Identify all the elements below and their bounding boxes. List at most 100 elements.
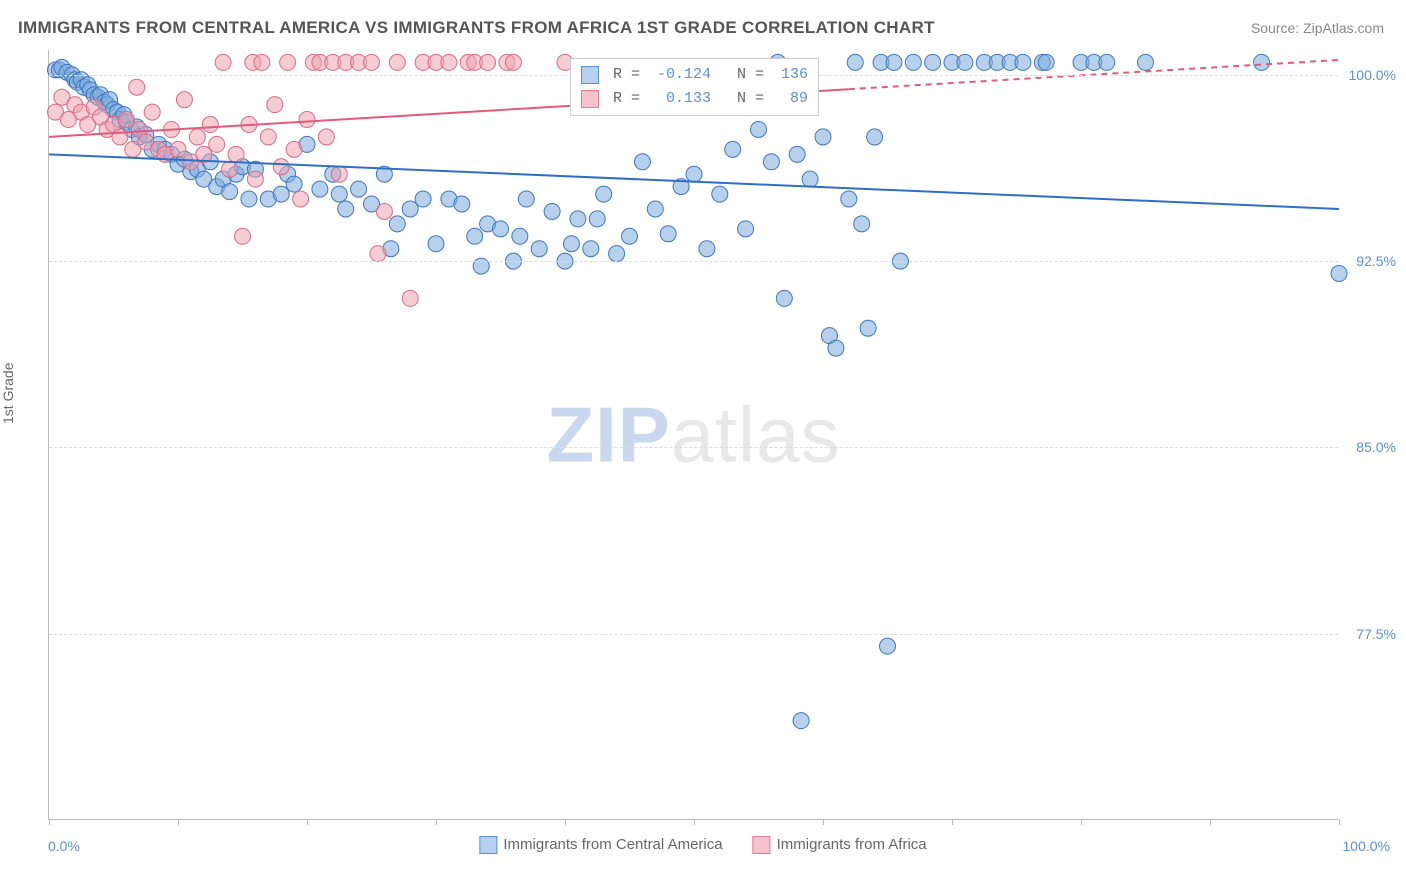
data-point — [493, 221, 509, 237]
x-tick — [178, 819, 179, 825]
data-point — [331, 166, 347, 182]
data-point — [402, 290, 418, 306]
data-point — [828, 340, 844, 356]
data-point — [854, 216, 870, 232]
data-point — [318, 129, 334, 145]
data-point — [215, 54, 231, 70]
x-axis-label-max: 100.0% — [1343, 838, 1390, 854]
stats-swatch-2 — [581, 90, 599, 108]
data-point — [222, 161, 238, 177]
stats-n-val-1: 136 — [781, 63, 808, 87]
gridline — [49, 261, 1338, 262]
stats-n-label-2: N = — [719, 87, 773, 111]
data-point — [686, 166, 702, 182]
y-tick-label: 100.0% — [1349, 67, 1396, 83]
data-point — [609, 246, 625, 262]
scatter-svg — [49, 50, 1338, 819]
data-point — [189, 129, 205, 145]
stats-row-2: R = 0.133 N = 89 — [581, 87, 808, 111]
data-point — [634, 154, 650, 170]
data-point — [738, 221, 754, 237]
y-tick-label: 92.5% — [1356, 253, 1396, 269]
data-point — [222, 184, 238, 200]
x-tick — [823, 819, 824, 825]
data-point — [763, 154, 779, 170]
data-point — [699, 241, 715, 257]
data-point — [454, 196, 470, 212]
data-point — [531, 241, 547, 257]
data-point — [260, 129, 276, 145]
data-point — [925, 54, 941, 70]
data-point — [415, 191, 431, 207]
gridline — [49, 634, 1338, 635]
legend-label-1: Immigrants from Central America — [503, 836, 722, 853]
data-point — [129, 79, 145, 95]
data-point — [228, 146, 244, 162]
data-point — [267, 97, 283, 113]
x-tick — [952, 819, 953, 825]
data-point — [280, 54, 296, 70]
legend-item-2: Immigrants from Africa — [753, 836, 927, 854]
chart-plot-area: ZIPatlas 77.5%85.0%92.5%100.0% — [48, 50, 1338, 820]
data-point — [241, 191, 257, 207]
data-point — [202, 117, 218, 133]
data-point — [712, 186, 728, 202]
data-point — [570, 211, 586, 227]
data-point — [505, 54, 521, 70]
x-tick — [565, 819, 566, 825]
data-point — [1015, 54, 1031, 70]
data-point — [789, 146, 805, 162]
data-point — [209, 136, 225, 152]
x-tick — [694, 819, 695, 825]
data-point — [176, 92, 192, 108]
data-point — [428, 236, 444, 252]
x-tick — [1081, 819, 1082, 825]
data-point — [370, 246, 386, 262]
data-point — [802, 171, 818, 187]
data-point — [880, 638, 896, 654]
legend-label-2: Immigrants from Africa — [777, 836, 927, 853]
data-point — [518, 191, 534, 207]
data-point — [286, 141, 302, 157]
data-point — [299, 112, 315, 128]
gridline — [49, 447, 1338, 448]
stats-n-label-1: N = — [719, 63, 773, 87]
data-point — [886, 54, 902, 70]
data-point — [364, 54, 380, 70]
data-point — [957, 54, 973, 70]
stats-n-val-2: 89 — [781, 87, 808, 111]
data-point — [589, 211, 605, 227]
legend-swatch-2 — [753, 836, 771, 854]
data-point — [867, 129, 883, 145]
data-point — [376, 203, 392, 219]
data-point — [1099, 54, 1115, 70]
data-point — [273, 159, 289, 175]
data-point — [467, 228, 483, 244]
x-tick — [436, 819, 437, 825]
data-point — [815, 129, 831, 145]
data-point — [480, 54, 496, 70]
x-tick — [1339, 819, 1340, 825]
data-point — [1254, 54, 1270, 70]
chart-title: IMMIGRANTS FROM CENTRAL AMERICA VS IMMIG… — [18, 18, 935, 38]
x-tick — [49, 819, 50, 825]
stats-r-label-1: R = — [613, 63, 649, 87]
data-point — [647, 201, 663, 217]
data-point — [860, 320, 876, 336]
x-tick — [1210, 819, 1211, 825]
stats-legend-box: R = -0.124 N = 136 R = 0.133 N = 89 — [570, 58, 819, 116]
x-axis-label-min: 0.0% — [48, 838, 80, 854]
data-point — [847, 54, 863, 70]
data-point — [351, 181, 367, 197]
data-point — [293, 191, 309, 207]
stats-swatch-1 — [581, 66, 599, 84]
data-point — [512, 228, 528, 244]
legend-item-1: Immigrants from Central America — [479, 836, 722, 854]
data-point — [1038, 54, 1054, 70]
stats-r-val-1: -0.124 — [657, 63, 711, 87]
data-point — [793, 713, 809, 729]
data-point — [170, 141, 186, 157]
stats-r-label-2: R = — [613, 87, 649, 111]
data-point — [389, 216, 405, 232]
data-point — [905, 54, 921, 70]
